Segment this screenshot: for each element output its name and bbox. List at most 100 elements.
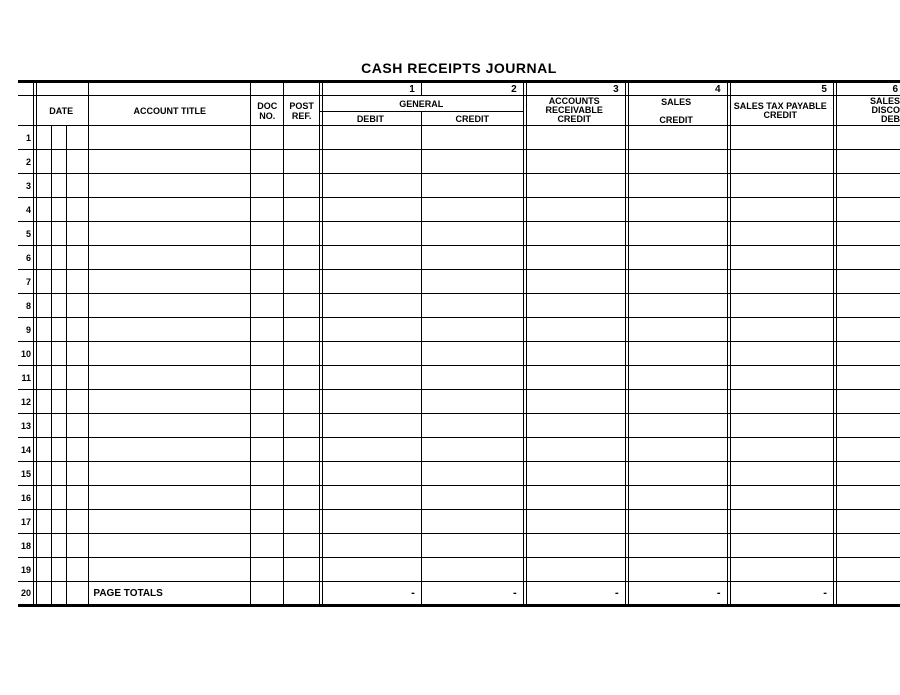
cell-doc-no[interactable] — [251, 150, 284, 174]
cell-acct-recv[interactable] — [523, 414, 625, 438]
cell-post-ref[interactable] — [284, 318, 319, 342]
cell-date-year[interactable] — [67, 150, 89, 174]
cell-date-day[interactable] — [51, 558, 67, 582]
cell-date-year[interactable] — [67, 486, 89, 510]
cell-date-day[interactable] — [51, 438, 67, 462]
cell-sales[interactable]: - — [625, 582, 727, 606]
cell-sales[interactable] — [625, 486, 727, 510]
cell-sales[interactable] — [625, 318, 727, 342]
cell-acct-recv[interactable]: - — [523, 582, 625, 606]
cell-general-credit[interactable] — [421, 126, 523, 150]
cell-date-month[interactable] — [34, 126, 52, 150]
cell-sales[interactable] — [625, 270, 727, 294]
cell-sales[interactable] — [625, 390, 727, 414]
cell-post-ref[interactable] — [284, 342, 319, 366]
cell-date-year[interactable] — [67, 126, 89, 150]
cell-account-title[interactable] — [89, 390, 251, 414]
cell-post-ref[interactable] — [284, 174, 319, 198]
cell-doc-no[interactable] — [251, 222, 284, 246]
cell-date-year[interactable] — [67, 510, 89, 534]
cell-general-debit[interactable] — [319, 366, 421, 390]
cell-sales-tax[interactable] — [727, 438, 833, 462]
cell-acct-recv[interactable] — [523, 462, 625, 486]
cell-sales-disc[interactable] — [833, 150, 900, 174]
cell-account-title[interactable] — [89, 318, 251, 342]
cell-date-day[interactable] — [51, 510, 67, 534]
cell-general-debit[interactable]: - — [319, 582, 421, 606]
cell-acct-recv[interactable] — [523, 486, 625, 510]
cell-date-month[interactable] — [34, 438, 52, 462]
cell-date-month[interactable] — [34, 294, 52, 318]
cell-sales[interactable] — [625, 342, 727, 366]
cell-sales[interactable] — [625, 222, 727, 246]
cell-account-title[interactable] — [89, 438, 251, 462]
cell-doc-no[interactable] — [251, 510, 284, 534]
cell-account-title[interactable] — [89, 246, 251, 270]
cell-date-month[interactable] — [34, 462, 52, 486]
cell-sales-tax[interactable] — [727, 318, 833, 342]
cell-post-ref[interactable] — [284, 270, 319, 294]
cell-general-debit[interactable] — [319, 438, 421, 462]
cell-account-title[interactable] — [89, 150, 251, 174]
cell-date-month[interactable] — [34, 366, 52, 390]
cell-sales[interactable] — [625, 414, 727, 438]
cell-general-credit[interactable] — [421, 294, 523, 318]
cell-date-year[interactable] — [67, 582, 89, 606]
cell-acct-recv[interactable] — [523, 222, 625, 246]
cell-sales-tax[interactable] — [727, 294, 833, 318]
cell-general-debit[interactable] — [319, 126, 421, 150]
cell-doc-no[interactable] — [251, 486, 284, 510]
cell-doc-no[interactable] — [251, 366, 284, 390]
cell-acct-recv[interactable] — [523, 438, 625, 462]
cell-sales-tax[interactable]: - — [727, 582, 833, 606]
cell-post-ref[interactable] — [284, 486, 319, 510]
cell-acct-recv[interactable] — [523, 294, 625, 318]
cell-date-year[interactable] — [67, 222, 89, 246]
cell-date-year[interactable] — [67, 246, 89, 270]
cell-sales-disc[interactable] — [833, 510, 900, 534]
cell-general-credit[interactable] — [421, 438, 523, 462]
cell-sales-disc[interactable] — [833, 342, 900, 366]
cell-doc-no[interactable] — [251, 198, 284, 222]
cell-sales[interactable] — [625, 534, 727, 558]
cell-sales-tax[interactable] — [727, 246, 833, 270]
cell-sales-tax[interactable] — [727, 462, 833, 486]
cell-date-year[interactable] — [67, 390, 89, 414]
cell-doc-no[interactable] — [251, 534, 284, 558]
cell-sales-disc[interactable] — [833, 222, 900, 246]
cell-date-day[interactable] — [51, 342, 67, 366]
cell-date-day[interactable] — [51, 150, 67, 174]
cell-date-month[interactable] — [34, 510, 52, 534]
cell-sales-disc[interactable] — [833, 438, 900, 462]
cell-date-month[interactable] — [34, 174, 52, 198]
cell-date-month[interactable] — [34, 270, 52, 294]
cell-general-credit[interactable] — [421, 558, 523, 582]
cell-date-month[interactable] — [34, 246, 52, 270]
cell-acct-recv[interactable] — [523, 558, 625, 582]
cell-acct-recv[interactable] — [523, 246, 625, 270]
cell-general-credit[interactable] — [421, 534, 523, 558]
cell-sales-disc[interactable] — [833, 534, 900, 558]
cell-post-ref[interactable] — [284, 414, 319, 438]
cell-general-credit[interactable] — [421, 414, 523, 438]
cell-date-day[interactable] — [51, 246, 67, 270]
cell-general-debit[interactable] — [319, 294, 421, 318]
cell-sales[interactable] — [625, 198, 727, 222]
cell-general-credit[interactable]: - — [421, 582, 523, 606]
cell-general-credit[interactable] — [421, 222, 523, 246]
cell-acct-recv[interactable] — [523, 318, 625, 342]
cell-account-title[interactable] — [89, 366, 251, 390]
cell-date-day[interactable] — [51, 174, 67, 198]
cell-sales-tax[interactable] — [727, 126, 833, 150]
cell-date-year[interactable] — [67, 342, 89, 366]
cell-doc-no[interactable] — [251, 294, 284, 318]
cell-date-month[interactable] — [34, 150, 52, 174]
cell-sales-disc[interactable] — [833, 270, 900, 294]
cell-sales-disc[interactable] — [833, 318, 900, 342]
cell-date-day[interactable] — [51, 198, 67, 222]
cell-date-day[interactable] — [51, 534, 67, 558]
cell-sales-disc[interactable] — [833, 390, 900, 414]
cell-general-credit[interactable] — [421, 390, 523, 414]
cell-account-title[interactable] — [89, 558, 251, 582]
cell-acct-recv[interactable] — [523, 270, 625, 294]
